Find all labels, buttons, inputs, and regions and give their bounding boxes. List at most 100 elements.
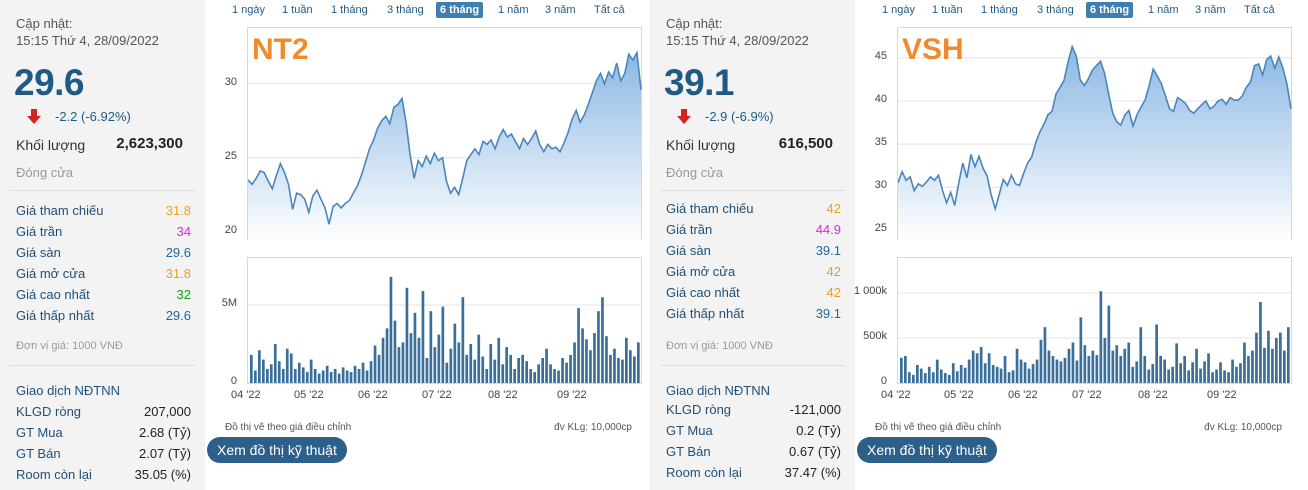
volume-bar <box>1079 317 1083 383</box>
volume-bar <box>1195 348 1198 383</box>
volume-bar <box>385 328 389 383</box>
volume-bar <box>437 334 441 383</box>
volume-bar <box>1191 362 1194 383</box>
range-all[interactable]: Tất cả <box>1244 4 1275 16</box>
divider <box>660 365 845 366</box>
range-6-months[interactable]: 6 tháng <box>436 2 484 18</box>
range-1-day[interactable]: 1 ngày <box>232 4 266 16</box>
adjusted-price-note: Đồ thị vẽ theo giá điều chỉnh <box>875 422 1002 433</box>
foreign-trade-row: GT Bán 0.67 (Tỷ) <box>666 444 841 464</box>
price-tick-label: 35 <box>874 136 887 149</box>
volume-bar <box>1003 356 1007 383</box>
price-row: Giá mở cửa 31.8 <box>16 266 191 286</box>
range-1-day[interactable]: 1 ngày <box>882 4 916 16</box>
volume-bar <box>317 373 321 383</box>
volume-bar <box>1127 342 1131 383</box>
price-change: -2.2 (-6.92%) <box>55 109 131 124</box>
divider <box>10 190 195 191</box>
price-tick-label: 25 <box>224 149 237 162</box>
volume-bar <box>285 348 289 383</box>
ticker-label: NT2 <box>252 33 309 66</box>
volume-bar <box>433 347 437 383</box>
volume-tick-label: 5M <box>221 297 237 309</box>
volume-bar <box>266 369 269 383</box>
price-row-label: Giá thấp nhất <box>16 308 95 323</box>
updated-label: Cập nhật: <box>16 16 73 31</box>
range-1-year[interactable]: 1 năm <box>1148 4 1179 16</box>
volume-bar <box>1019 359 1023 383</box>
price-row: Giá thấp nhất 29.6 <box>16 308 191 328</box>
range-3-years[interactable]: 3 năm <box>1195 4 1226 16</box>
volume-bar <box>1259 302 1262 383</box>
volume-bar <box>1271 348 1274 383</box>
volume-bar <box>469 344 473 383</box>
volume-bar <box>485 369 489 383</box>
volume-bar <box>345 370 349 383</box>
range-1-week[interactable]: 1 tuần <box>282 4 313 16</box>
range-3-months[interactable]: 3 tháng <box>1037 4 1074 16</box>
range-3-years[interactable]: 3 năm <box>545 4 576 16</box>
volume-bar <box>250 354 253 383</box>
price-chart <box>247 27 643 241</box>
range-1-month[interactable]: 1 tháng <box>981 4 1018 16</box>
range-6-months[interactable]: 6 tháng <box>1086 2 1134 18</box>
range-1-month[interactable]: 1 tháng <box>331 4 368 16</box>
volume-bar <box>473 359 477 383</box>
volume-bar <box>517 358 520 383</box>
volume-bar <box>1247 356 1250 383</box>
volume-bar <box>1251 350 1254 383</box>
volume-bar <box>513 369 516 383</box>
foreign-trade-value: 0.67 (Tỷ) <box>788 444 841 459</box>
volume-bar <box>1031 364 1035 383</box>
volume-bar <box>481 356 485 383</box>
volume-bar <box>329 372 333 383</box>
volume-bar <box>617 358 620 383</box>
price-chart-svg <box>248 50 643 241</box>
volume-bar <box>521 354 524 383</box>
range-1-year[interactable]: 1 năm <box>498 4 529 16</box>
volume-bar <box>1211 372 1214 383</box>
volume-bar <box>321 370 325 383</box>
volume-bar <box>923 373 927 383</box>
volume-bar <box>991 365 995 383</box>
price-chart <box>897 27 1293 241</box>
range-1-week[interactable]: 1 tuần <box>932 4 963 16</box>
price-row: Giá trần 44.9 <box>666 222 841 242</box>
technical-chart-button[interactable]: Xem đồ thị kỹ thuật <box>207 437 347 463</box>
volume-bar <box>525 361 528 383</box>
range-all[interactable]: Tất cả <box>594 4 625 16</box>
volume-bar <box>955 371 959 383</box>
volume-bar <box>637 342 640 383</box>
volume-bar <box>553 369 556 383</box>
volume-unit-note: đv KLg: 10,000cp <box>1204 422 1282 433</box>
volume-bar <box>258 350 261 383</box>
price-row: Giá sàn 29.6 <box>16 245 191 265</box>
foreign-trade-value: 2.68 (Tỷ) <box>138 425 191 440</box>
volume-bar <box>908 372 911 383</box>
time-range-bar: 1 ngày 1 tuần 1 tháng 3 tháng 6 tháng 1 … <box>860 0 1290 20</box>
price-line <box>898 44 1292 212</box>
price-area <box>898 46 1291 241</box>
volume-bar <box>1071 342 1075 383</box>
divider <box>10 365 195 366</box>
current-price: 39.1 <box>664 62 735 103</box>
foreign-trade-value: -121,000 <box>789 402 841 417</box>
month-tick-label: 07 '22 <box>422 389 452 401</box>
volume-bar <box>613 348 616 383</box>
volume-bar <box>381 337 385 383</box>
volume-tick-label: 0 <box>230 375 237 387</box>
volume-bar <box>1239 363 1242 383</box>
volume-bar <box>401 342 405 383</box>
month-tick-label: 05 '22 <box>944 389 974 401</box>
foreign-trade-value: 0.2 (Tỷ) <box>796 423 841 438</box>
volume-bar <box>573 342 576 383</box>
stock-panel-vsh: Cập nhật: 15:15 Thứ 4, 28/09/2022 39.1 -… <box>650 0 1300 490</box>
volume-bar <box>1155 324 1158 383</box>
range-3-months[interactable]: 3 tháng <box>387 4 424 16</box>
volume-label: Khối lượng <box>666 137 736 153</box>
volume-bar <box>629 350 632 383</box>
technical-chart-button[interactable]: Xem đồ thị kỹ thuật <box>857 437 997 463</box>
divider <box>660 190 845 191</box>
price-row-value: 34 <box>176 224 191 239</box>
volume-tick-label: 500k <box>863 330 887 342</box>
